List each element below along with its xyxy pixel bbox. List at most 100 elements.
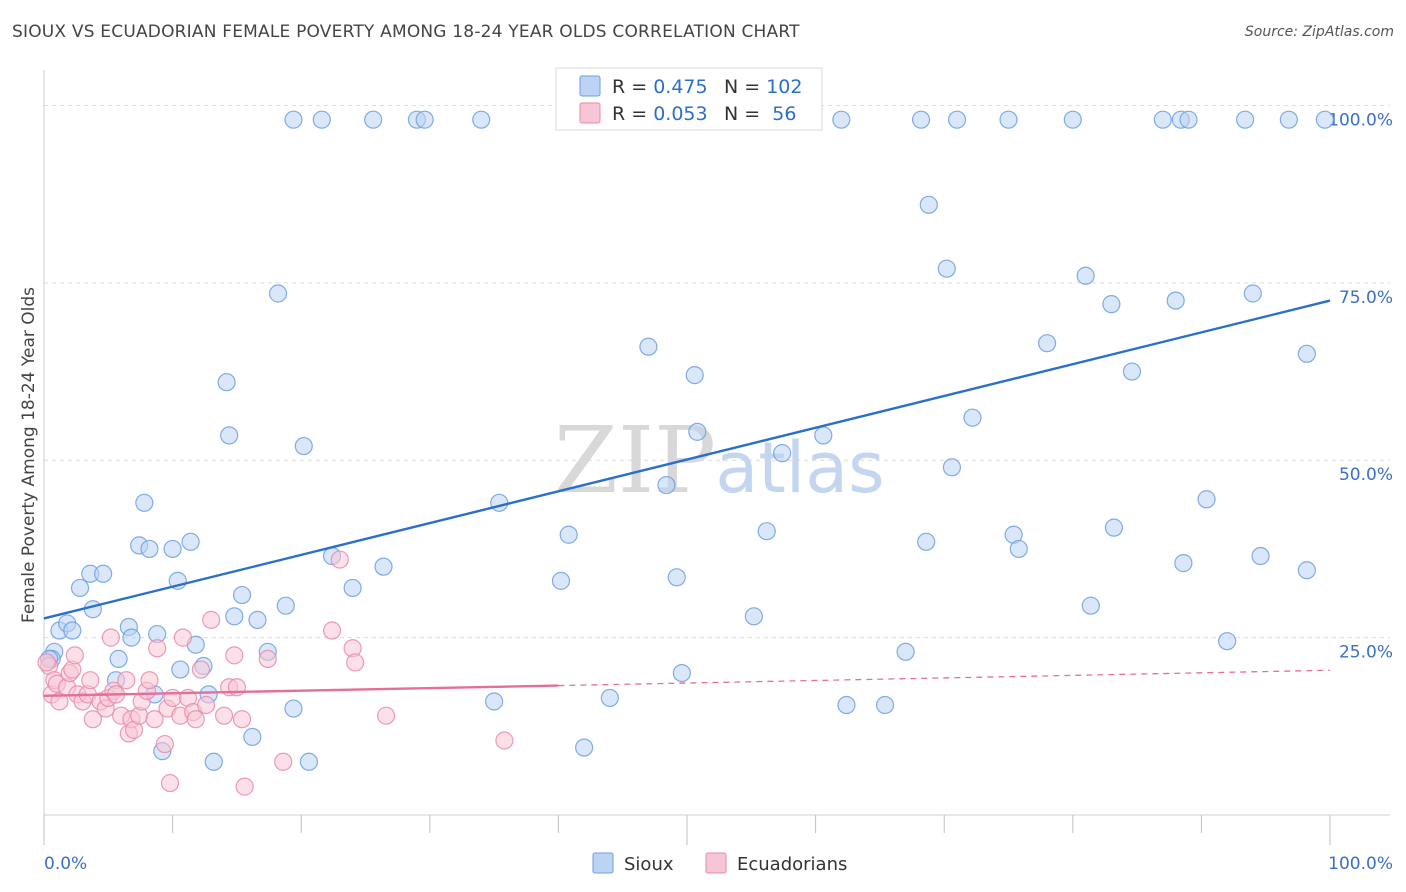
point-sioux-30 — [232, 585, 252, 605]
point-ecuadorians-40 — [191, 660, 210, 679]
point-sioux-90 — [1179, 110, 1198, 129]
point-sioux-74 — [947, 110, 967, 129]
point-ecuadorians-29 — [145, 710, 164, 729]
legend-r-label-sioux: R = — [612, 76, 653, 98]
point-sioux-40 — [343, 578, 362, 598]
svg-text:N = 102: N = 102 — [724, 76, 802, 98]
point-sioux-69 — [911, 110, 931, 129]
point-sioux-29 — [225, 607, 244, 626]
point-sioux-54 — [639, 337, 658, 356]
point-ecuadorians-56 — [495, 731, 514, 750]
point-sioux-15 — [140, 539, 159, 559]
point-sioux-68 — [896, 642, 915, 661]
point-ecuadorians-43 — [214, 706, 234, 725]
point-ecuadorians-42 — [202, 610, 221, 629]
legend-swatch-ecuadorians — [579, 102, 601, 124]
point-ecuadorians-55 — [376, 706, 396, 725]
point-sioux-80 — [1063, 110, 1082, 129]
legend-n-label-sioux: N = — [724, 76, 766, 98]
y-tick-label-100: 100.0% — [1328, 110, 1393, 130]
legend-n-value-ecuadorians: 56 — [766, 103, 796, 125]
point-sioux-7 — [83, 600, 102, 619]
point-sioux-44 — [364, 110, 383, 129]
point-sioux-60 — [688, 422, 707, 441]
point-sioux-14 — [135, 493, 154, 512]
point-ecuadorians-47 — [232, 710, 252, 729]
point-sioux-28 — [220, 426, 239, 445]
point-sioux-92 — [1218, 632, 1237, 651]
point-sioux-97 — [1297, 344, 1316, 363]
point-ecuadorians-12 — [81, 671, 100, 690]
point-ecuadorians-45 — [225, 646, 244, 665]
point-ecuadorians-54 — [346, 653, 365, 672]
point-sioux-8 — [94, 564, 113, 583]
point-sioux-70 — [917, 532, 936, 551]
point-sioux-84 — [1104, 518, 1124, 537]
series-legend: Sioux Ecuadorians — [592, 852, 847, 875]
trend-layer — [43, 299, 1331, 697]
point-sioux-27 — [217, 373, 236, 392]
legend-r-value-sioux: 0.475 — [653, 76, 707, 98]
point-sioux-10 — [109, 649, 128, 669]
point-sioux-87 — [1166, 291, 1185, 310]
point-ecuadorians-48 — [235, 777, 254, 796]
point-sioux-99 — [1315, 110, 1334, 129]
point-ecuadorians-36 — [173, 628, 192, 647]
chart-title: SIOUX VS ECUADORIAN FEMALE POVERTY AMONG… — [12, 22, 800, 42]
point-sioux-32 — [248, 610, 267, 629]
point-sioux-94 — [1243, 284, 1262, 303]
point-ecuadorians-28 — [140, 671, 159, 690]
y-axis-label: Female Poverty Among 18-24 Year Olds — [19, 287, 39, 623]
axes-layer: 25.0% 50.0% 75.0% 100.0% — [43, 70, 1393, 845]
chart-source: Source: ZipAtlas.com — [1244, 24, 1394, 40]
x-tick-label-max: 100.0% — [1328, 854, 1393, 874]
point-sioux-22 — [181, 532, 200, 551]
point-sioux-42 — [284, 110, 303, 129]
x-tick-label-min: 0.0% — [44, 854, 87, 874]
point-sioux-36 — [284, 699, 303, 718]
point-sioux-79 — [1037, 334, 1057, 353]
point-sioux-67 — [875, 695, 895, 715]
bottom-legend-swatch-sioux — [592, 852, 614, 874]
point-sioux-71 — [919, 195, 938, 214]
point-ecuadorians-41 — [196, 695, 216, 715]
point-sioux-85 — [1122, 362, 1142, 381]
point-sioux-5 — [70, 578, 90, 598]
point-sioux-73 — [942, 458, 962, 477]
point-sioux-59 — [685, 365, 704, 385]
point-sioux-43 — [312, 110, 331, 129]
point-ecuadorians-4 — [50, 692, 69, 711]
point-sioux-41 — [374, 557, 393, 576]
svg-text:R = 0.053: R = 0.053 — [612, 103, 708, 125]
point-sioux-96 — [1279, 110, 1298, 129]
point-ecuadorians-17 — [101, 628, 120, 647]
legend-n-label-ecuadorians: N = — [724, 103, 766, 125]
point-sioux-26 — [204, 752, 223, 771]
point-sioux-31 — [243, 727, 262, 747]
point-sioux-82 — [1081, 596, 1100, 615]
point-ecuadorians-13 — [83, 710, 102, 729]
point-sioux-19 — [163, 539, 182, 559]
point-ecuadorians-8 — [65, 646, 84, 665]
point-sioux-38 — [299, 752, 319, 771]
y-tick-label-50: 50.0% — [1339, 465, 1393, 485]
point-sioux-76 — [999, 110, 1018, 129]
point-sioux-95 — [1251, 546, 1270, 566]
y-tick-label-25: 25.0% — [1339, 643, 1393, 663]
point-ecuadorians-33 — [160, 773, 180, 793]
points-layer — [37, 110, 1334, 796]
point-sioux-72 — [937, 259, 956, 278]
watermark: ZIP atlas — [554, 407, 885, 514]
legend-r-value-ecuadorians: 0.053 — [653, 103, 707, 125]
trendline-sioux — [43, 299, 1331, 620]
point-sioux-56 — [657, 475, 676, 495]
point-sioux-63 — [757, 522, 776, 541]
watermark-atlas: atlas — [715, 427, 884, 509]
correlation-legend: R = 0.475 N = 102 R = 0.053 N = 56 — [555, 67, 823, 131]
trendline-ecuadorians — [43, 684, 559, 697]
point-sioux-98 — [1297, 561, 1316, 580]
point-sioux-78 — [1009, 539, 1028, 559]
point-sioux-64 — [773, 444, 792, 463]
point-ecuadorians-51 — [322, 621, 342, 640]
